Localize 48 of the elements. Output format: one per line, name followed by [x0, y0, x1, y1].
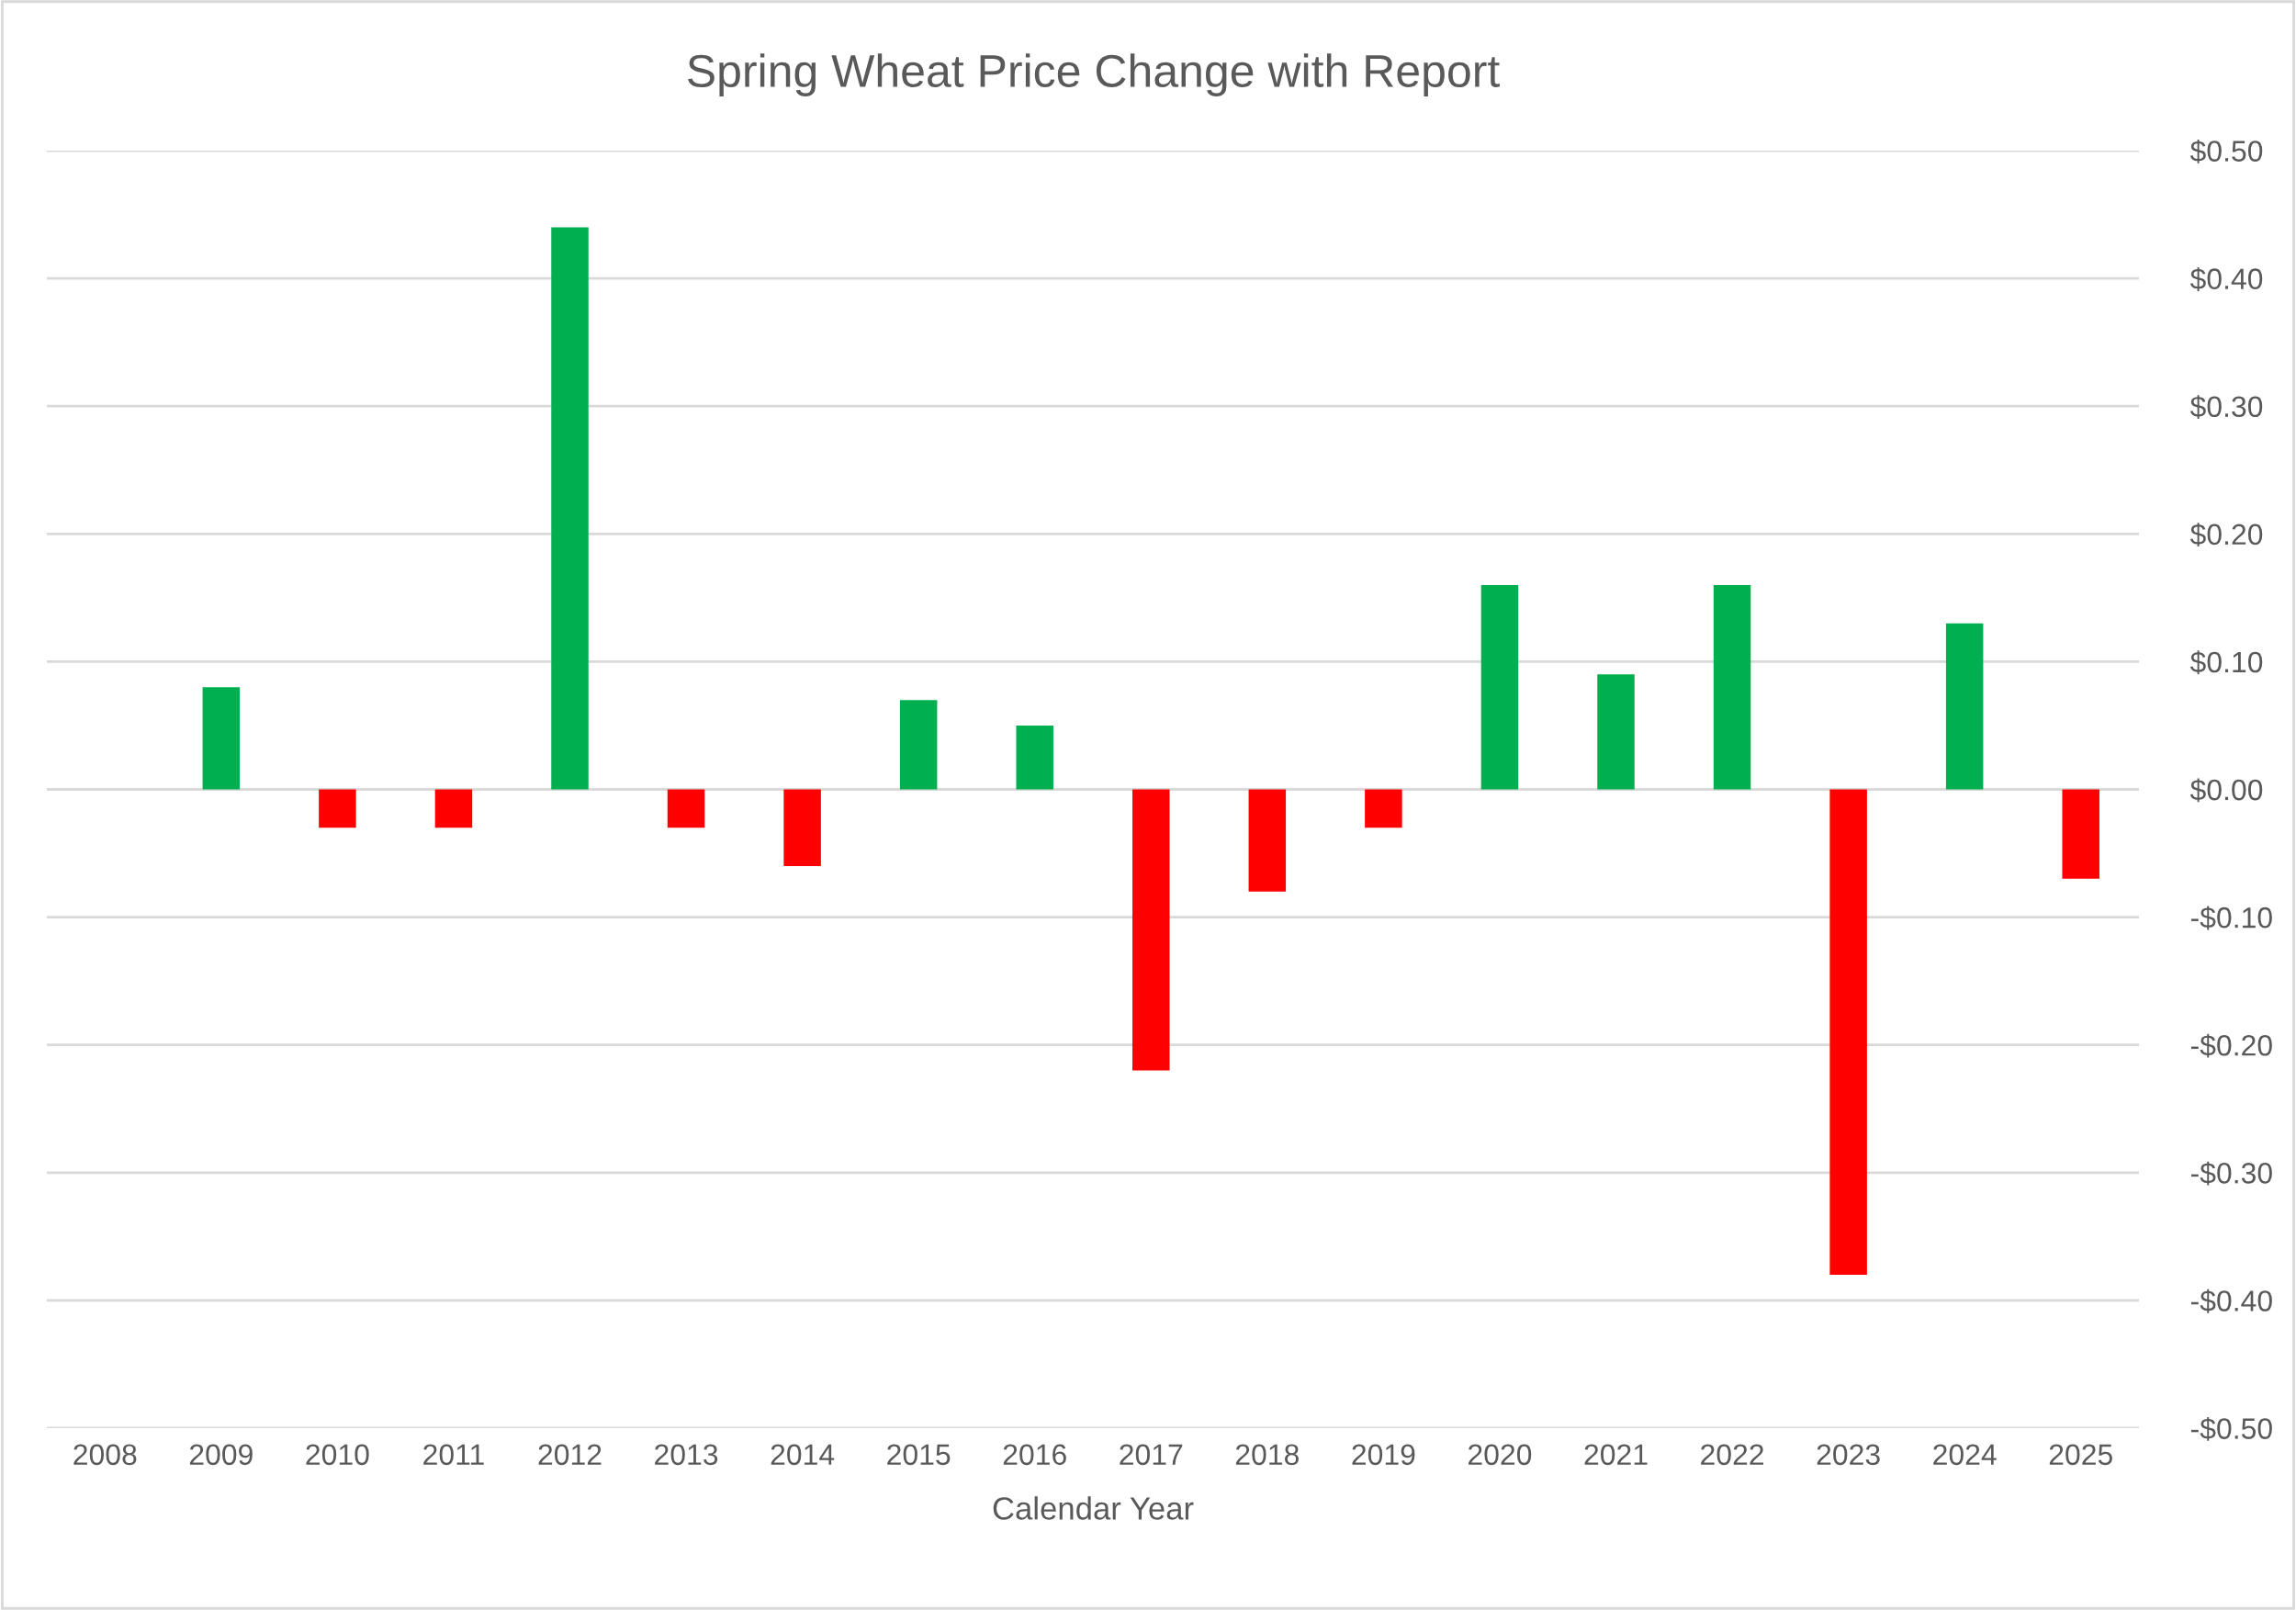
- x-tick-label: 2023: [1817, 1444, 1880, 1466]
- x-tick-label: 2017: [1120, 1444, 1183, 1466]
- bar: [1713, 584, 1751, 790]
- x-tick-label: 2008: [73, 1444, 137, 1466]
- bar: [1480, 584, 1519, 790]
- bar: [1829, 789, 1867, 1276]
- bar: [1132, 789, 1170, 1071]
- y-tick-label: $0.30: [2189, 395, 2263, 419]
- bar: [1016, 725, 1053, 790]
- y-tick-label: $0.00: [2189, 778, 2263, 803]
- x-tick-label: 2025: [2049, 1444, 2112, 1466]
- x-tick-label: 2016: [1003, 1444, 1066, 1466]
- bar: [1597, 674, 1635, 790]
- bar: [783, 789, 821, 866]
- bar: [1248, 789, 1287, 892]
- x-tick-label: 2010: [306, 1444, 369, 1466]
- x-tick-label: 2024: [1933, 1444, 1997, 1466]
- y-tick-label: -$0.40: [2190, 1289, 2272, 1313]
- x-tick-label: 2012: [538, 1444, 602, 1466]
- bar: [667, 789, 705, 828]
- x-tick-label: 2015: [887, 1444, 951, 1466]
- x-axis-title: Calendar Year: [993, 1496, 1194, 1520]
- y-tick-label: -$0.50: [2190, 1416, 2272, 1441]
- x-tick-label: 2019: [1352, 1444, 1415, 1466]
- y-tick-label: $0.10: [2189, 650, 2263, 675]
- bar: [1365, 789, 1402, 828]
- bar: [1945, 623, 1984, 790]
- x-tick-label: 2022: [1701, 1444, 1763, 1466]
- x-tick-label: 2014: [771, 1444, 835, 1466]
- bar: [434, 789, 473, 828]
- bar: [899, 700, 938, 790]
- x-tick-label: 2020: [1469, 1444, 1532, 1466]
- x-tick-label: 2021: [1584, 1444, 1648, 1466]
- y-tick-label: $0.40: [2189, 267, 2263, 291]
- bar: [202, 687, 241, 790]
- y-tick-label: -$0.20: [2190, 1033, 2272, 1058]
- x-tick-label: 2018: [1235, 1444, 1299, 1466]
- bar: [2062, 789, 2099, 879]
- y-tick-label: -$0.30: [2190, 1161, 2272, 1186]
- chart-title: Spring Wheat Price Change with Report: [688, 53, 1500, 96]
- x-tick-label: 2011: [423, 1444, 484, 1466]
- x-tick-label: 2009: [189, 1444, 253, 1466]
- y-tick-label: $0.20: [2189, 523, 2263, 547]
- y-tick-label: $0.50: [2189, 139, 2263, 163]
- bar: [319, 789, 356, 828]
- bar: [551, 227, 589, 790]
- y-tick-label: -$0.10: [2190, 906, 2272, 930]
- x-tick-label: 2013: [655, 1444, 718, 1466]
